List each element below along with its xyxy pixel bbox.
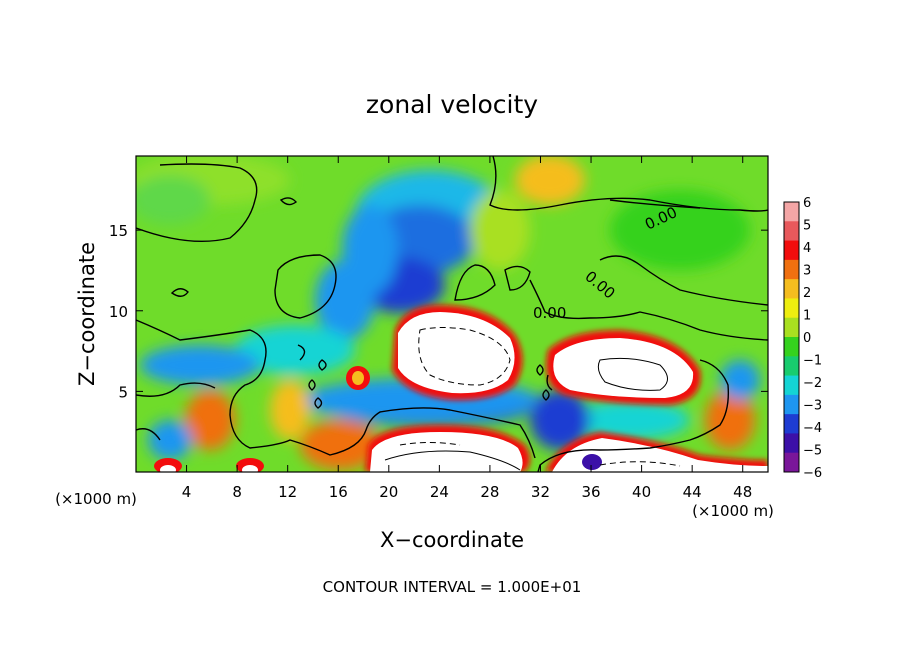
colorbar-tick-label: −5 (803, 444, 822, 459)
colorbar-swatch (784, 259, 799, 280)
x-tick-label: 8 (232, 483, 242, 501)
contour-interval-note: CONTOUR INTERVAL = 1.000E+01 (323, 578, 582, 596)
colorbar-tick-label: −1 (803, 354, 822, 369)
colorbar-swatch (784, 433, 799, 454)
colorbar-tick-label: 2 (803, 286, 811, 301)
colorbar-swatch (784, 356, 799, 377)
x-tick-label: 28 (480, 483, 499, 501)
colorbar-tick-label: 6 (803, 196, 811, 211)
colorbar-tick-label: 4 (803, 241, 811, 256)
inner-contours (384, 327, 681, 471)
colorbar-swatch (784, 337, 799, 357)
x-axis-title: X−coordinate (380, 528, 524, 552)
x-unit-label-left: (×1000 m) (55, 490, 137, 508)
y-tick-label: 5 (118, 383, 128, 401)
zero-contours (136, 156, 768, 472)
colorbar-swatch (784, 279, 799, 299)
x-tick-label: 32 (531, 483, 550, 501)
colorbar-swatch (784, 317, 799, 338)
colorbar-swatch (784, 202, 799, 222)
colorbar-swatch (784, 414, 799, 434)
y-axis: 5 10 15 (109, 222, 768, 401)
x-tick-label: 44 (683, 483, 702, 501)
x-tick-label: 20 (379, 483, 398, 501)
x-unit-label-right: (×1000 m) (692, 502, 774, 520)
y-tick-label: 15 (109, 222, 128, 240)
x-tick-label: 16 (329, 483, 348, 501)
colorbar-tick-label: −6 (803, 466, 822, 481)
colorbar-tick-label: −2 (803, 376, 822, 391)
x-tick-label: 4 (182, 483, 192, 501)
chart-title: zonal velocity (366, 90, 538, 119)
colorbar-tick-label: 1 (803, 309, 811, 324)
colorbar-tick-label: 5 (803, 219, 811, 234)
x-tick-label: 12 (278, 483, 297, 501)
colorbar-tick-label: 0 (803, 331, 811, 346)
colorbar-tick-label: −3 (803, 399, 822, 414)
x-tick-label: 24 (430, 483, 449, 501)
x-tick-label: 48 (733, 483, 752, 501)
colorbar-swatch (784, 298, 799, 319)
y-tick-label: 10 (109, 303, 128, 321)
colorbar-tick-label: −4 (803, 421, 822, 436)
x-tick-label: 40 (632, 483, 651, 501)
colorbar-frame (783, 201, 800, 473)
velocity-field (136, 156, 768, 472)
colorbar-swatch (784, 240, 799, 261)
colorbar-tick-label: 3 (803, 264, 811, 279)
colorbar-swatch (784, 452, 799, 473)
colorbar-swatch (784, 394, 799, 415)
colorbar-swatch (784, 375, 799, 396)
positive-maxima (154, 305, 768, 472)
colorbar: 6 5 4 3 2 1 0 −1 −2 −3 −4 −5 −6 (783, 196, 822, 481)
contour-label: 0.00 (533, 304, 566, 322)
x-tick-label: 36 (581, 483, 600, 501)
colorbar-swatch (784, 221, 799, 242)
y-axis-title: Z−coordinate (75, 242, 99, 386)
x-axis: 4 8 12 16 20 24 28 32 36 40 44 48 (182, 156, 752, 501)
plot-frame (135, 155, 769, 473)
